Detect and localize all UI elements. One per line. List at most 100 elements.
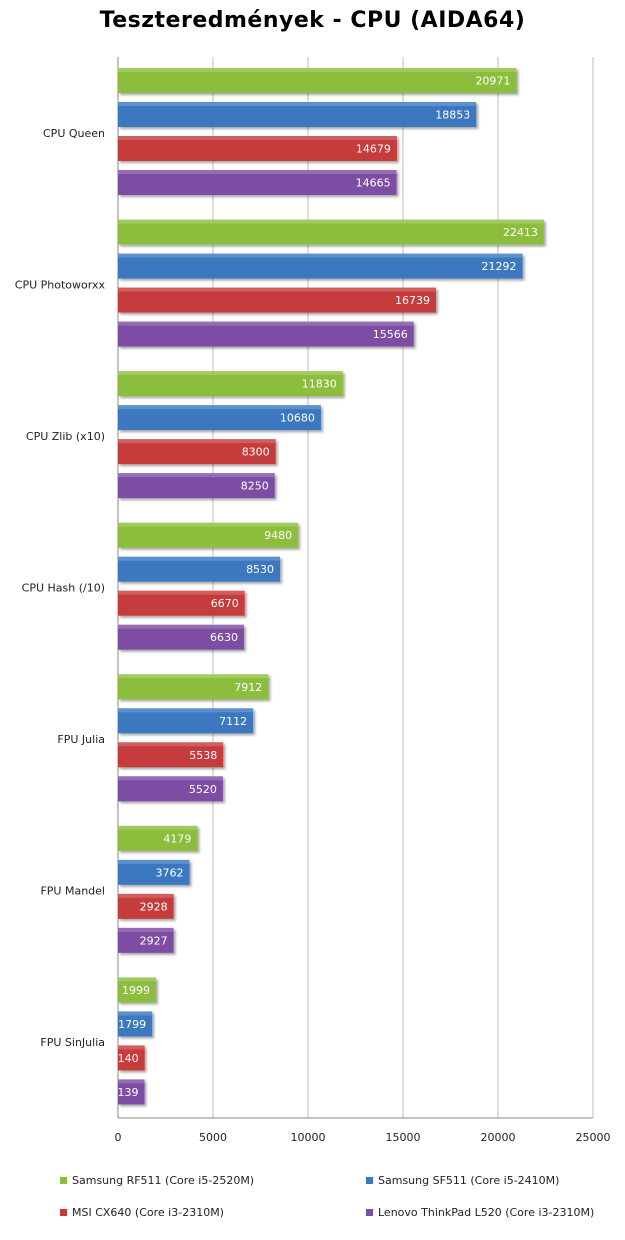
bar: [118, 859, 190, 885]
data-label: 18853: [435, 109, 470, 122]
bar-highlight: [118, 1011, 153, 1016]
x-tick-label: 15000: [386, 1131, 421, 1144]
bar: [118, 825, 198, 851]
category-label: CPU Photoworxx: [15, 278, 106, 291]
data-label: 14679: [356, 143, 391, 156]
bar-highlight: [118, 522, 299, 527]
x-tick-label: 0: [115, 1131, 122, 1144]
bar-highlight: [118, 742, 224, 747]
data-label: 139: [118, 1086, 139, 1099]
bar: [118, 1079, 145, 1105]
bar: [118, 102, 477, 127]
bar: [118, 321, 414, 347]
bar-highlight: [118, 1079, 145, 1084]
x-tick-label: 5000: [199, 1131, 227, 1144]
data-label: 15566: [373, 328, 408, 341]
bar: [118, 136, 397, 161]
data-label: 14665: [356, 177, 391, 190]
data-label: 9480: [264, 529, 292, 542]
category-label: CPU Queen: [43, 127, 105, 140]
data-label: 7112: [219, 715, 247, 728]
legend-item: MSI CX640 (Core i3-2310M): [60, 1206, 224, 1219]
bar-highlight: [118, 439, 276, 444]
bar: [118, 405, 321, 431]
data-label: 20971: [475, 75, 510, 88]
bar-highlight: [118, 893, 174, 898]
bar: [118, 674, 269, 700]
bar: [118, 624, 244, 650]
bar: [118, 927, 174, 953]
bar-highlight: [118, 859, 190, 864]
data-label: 8300: [242, 446, 270, 459]
legend-label: Samsung SF511 (Core i5-2410M): [378, 1174, 560, 1187]
bar-highlight: [118, 102, 477, 106]
legend-label: Lenovo ThinkPad L520 (Core i3-2310M): [378, 1206, 595, 1219]
data-label: 2928: [140, 900, 168, 913]
data-label: 3762: [155, 866, 183, 879]
bar: [118, 590, 245, 616]
bar: [118, 170, 397, 195]
bar-chart: 0 5000 10000 15000 20000 25000 CPU Queen 20971 1…: [15, 57, 611, 1144]
data-label: 22413: [503, 226, 538, 239]
bar: [118, 68, 517, 93]
category-label: FPU Julia: [57, 733, 105, 746]
data-label: 10680: [280, 412, 315, 425]
data-label: 21292: [482, 260, 517, 273]
legend-swatch: [60, 1209, 67, 1216]
bar-highlight: [118, 1045, 145, 1050]
legend-label: MSI CX640 (Core i3-2310M): [72, 1206, 224, 1219]
bar-highlight: [118, 776, 223, 781]
x-tick-label: 20000: [481, 1131, 516, 1144]
bar-highlight: [118, 708, 254, 713]
bar: [118, 776, 223, 802]
data-label: 8530: [246, 563, 274, 576]
category-label: CPU Zlib (x10): [26, 430, 105, 443]
data-label: 16739: [395, 294, 430, 307]
x-tick-label: 25000: [576, 1131, 611, 1144]
bar: [118, 742, 224, 768]
bar-highlight: [118, 624, 244, 629]
data-label: 6670: [211, 597, 239, 610]
bar: [118, 253, 523, 279]
legend-swatch: [366, 1177, 373, 1184]
bar-highlight: [118, 590, 245, 595]
bar: [118, 977, 156, 1003]
data-label: 5520: [189, 783, 217, 796]
bar-highlight: [118, 556, 281, 561]
data-label: 6630: [210, 631, 238, 644]
legend-item: Samsung SF511 (Core i5-2410M): [366, 1174, 559, 1187]
data-label: 5538: [189, 749, 217, 762]
bar-highlight: [118, 674, 269, 679]
data-label: 4179: [163, 832, 191, 845]
bar-highlight: [118, 321, 414, 326]
data-label: 1999: [122, 984, 150, 997]
bar: [118, 893, 174, 919]
data-label: 11830: [302, 378, 337, 391]
x-tick-label: 10000: [291, 1131, 326, 1144]
data-label: 8250: [241, 480, 269, 493]
bar: [118, 522, 299, 548]
bar: [118, 287, 437, 313]
legend: Samsung RF511 (Core i5-2520M) Samsung SF5…: [0, 1168, 625, 1228]
bar: [118, 371, 343, 397]
legend-label: Samsung RF511 (Core i5-2520M): [72, 1174, 255, 1187]
bar-highlight: [118, 253, 523, 258]
legend-swatch: [366, 1209, 373, 1216]
legend-swatch: [60, 1177, 67, 1184]
legend-item: Lenovo ThinkPad L520 (Core i3-2310M): [366, 1206, 594, 1219]
bar-highlight: [118, 405, 321, 410]
bar-highlight: [118, 977, 156, 982]
bar: [118, 1011, 153, 1037]
bar-highlight: [118, 170, 397, 174]
bar-highlight: [118, 371, 343, 376]
chart-title: Teszteredmények - CPU (AIDA64): [99, 8, 526, 33]
bar: [118, 439, 276, 465]
bar-highlight: [118, 825, 198, 830]
bar: [118, 473, 275, 499]
bar: [118, 219, 544, 245]
bar-highlight: [118, 473, 275, 478]
legend-item: Samsung RF511 (Core i5-2520M): [60, 1174, 254, 1187]
bar: [118, 1045, 145, 1071]
bar: [118, 556, 281, 582]
data-label: 7912: [234, 681, 262, 694]
